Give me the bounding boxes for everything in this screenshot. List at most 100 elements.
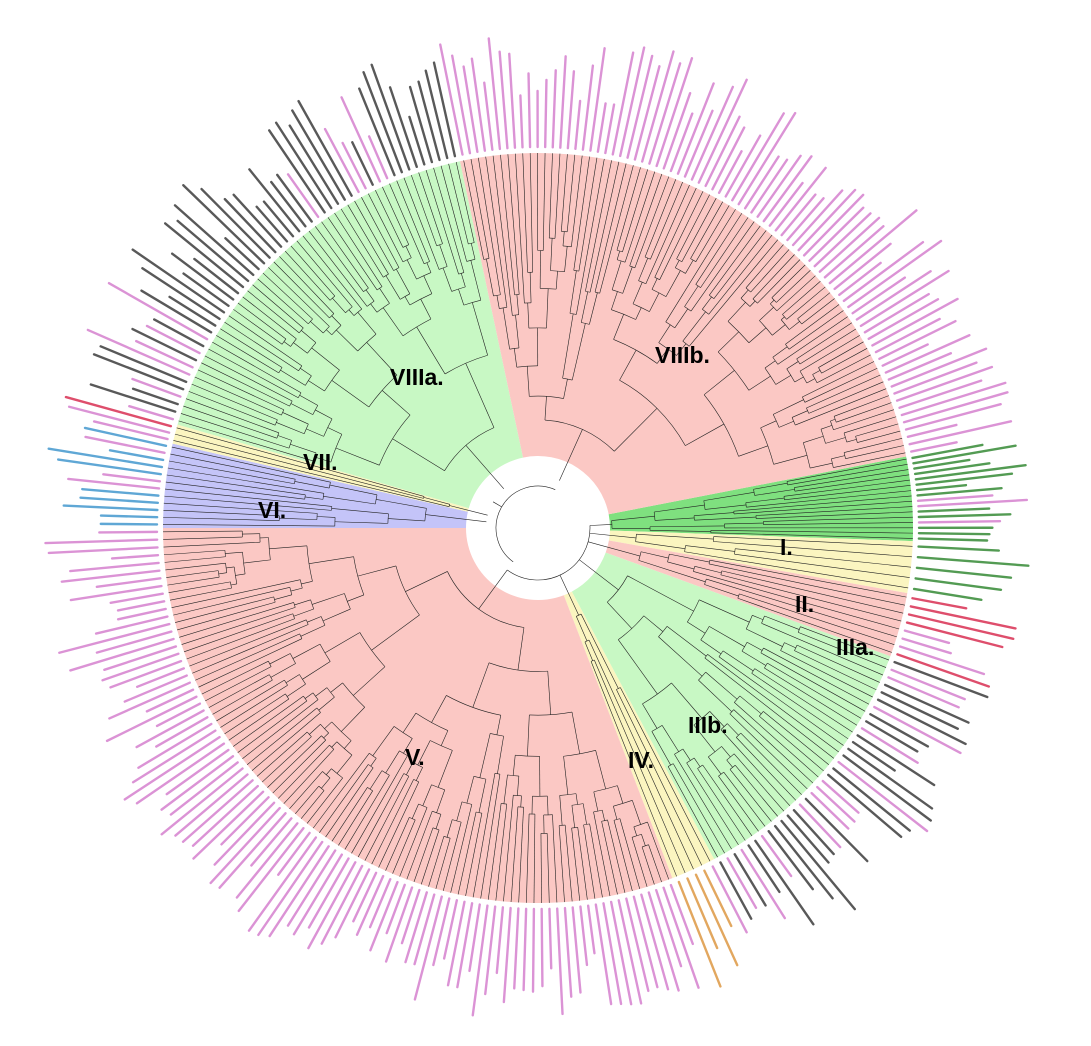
tip-label-mark <box>662 886 700 989</box>
tip-label-mark <box>145 324 201 355</box>
tip-label-mark <box>413 895 443 1001</box>
tip-label-mark <box>832 767 911 832</box>
tip-label-mark <box>334 868 371 939</box>
tree-branch <box>617 785 624 804</box>
tree-branch <box>269 653 291 665</box>
tree-branch <box>685 545 735 552</box>
tip-label-mark <box>270 180 307 228</box>
clade-labels: I. II. IIIa. IIIb. IV. V. VI. VII. VIIIa… <box>258 342 874 773</box>
tree-branch <box>163 502 318 514</box>
tip-label-mark <box>703 869 733 928</box>
tip-label-mark <box>855 270 932 321</box>
tip-label-mark <box>913 462 991 476</box>
tip-label-mark <box>250 817 293 867</box>
tree-branch <box>616 250 621 260</box>
tip-label-mark <box>556 907 564 1016</box>
tree-branch <box>593 809 603 813</box>
tree-branch <box>644 256 651 260</box>
tip-label-mark <box>827 773 903 839</box>
tip-label-mark <box>446 900 466 987</box>
tree-branch <box>783 479 910 497</box>
tree-branch <box>720 723 728 730</box>
tree-branch <box>784 642 796 649</box>
tree-branch <box>688 239 779 347</box>
tree-branch <box>289 771 323 810</box>
tree-branch <box>370 758 377 767</box>
tree-branch <box>308 380 325 392</box>
tree-branch <box>425 514 487 523</box>
tree-branch <box>613 818 621 821</box>
tree-branch <box>164 488 332 507</box>
tree-branch <box>164 556 226 563</box>
tree-branch <box>290 653 296 664</box>
tip-label-mark <box>917 498 1029 508</box>
tree-branch <box>754 489 795 496</box>
tip-label-mark <box>135 742 226 805</box>
tip-label-mark <box>648 62 682 165</box>
tree-branch <box>331 787 368 842</box>
tip-label-mark <box>257 840 324 937</box>
tree-branch <box>622 169 648 252</box>
tree-branch <box>720 729 791 806</box>
tree-branch <box>431 695 447 723</box>
tree-branch <box>559 824 566 826</box>
tree-branch <box>589 292 598 325</box>
tip-label-mark <box>750 158 789 214</box>
tip-label-mark <box>876 698 967 746</box>
tip-label-mark <box>586 904 596 955</box>
tree-branch <box>707 654 839 753</box>
tip-label-mark <box>498 50 509 150</box>
tree-branch <box>312 593 345 605</box>
tip-label-mark <box>274 121 333 210</box>
tip-label-mark <box>483 81 494 151</box>
tree-branch <box>785 304 840 345</box>
tree-branch <box>729 769 772 822</box>
tree-branch <box>507 525 591 581</box>
tree-branch <box>619 349 637 381</box>
tree-branch <box>624 171 656 263</box>
tree-branch <box>420 829 440 885</box>
tree-branch <box>787 463 908 486</box>
tree-branch <box>687 621 706 634</box>
tree-branch <box>331 721 352 741</box>
tree-branch <box>439 244 448 267</box>
tree-branch <box>306 428 324 437</box>
tree-branch <box>501 803 507 805</box>
tree-branch <box>584 639 590 643</box>
tip-label-mark <box>193 257 240 295</box>
tree-branch <box>635 541 686 549</box>
tip-label-mark <box>916 556 1030 567</box>
tree-branch <box>205 666 272 702</box>
tree-branch <box>613 800 633 807</box>
tree-branch <box>344 775 390 850</box>
tree-branch <box>276 432 280 439</box>
tip-label-mark <box>98 530 159 534</box>
tree-branch <box>304 496 324 500</box>
clade-label-V: V. <box>405 744 425 770</box>
tree-branch <box>709 225 761 296</box>
tree-branch <box>404 296 411 306</box>
tree-branch <box>618 639 658 695</box>
tree-branch <box>485 156 508 308</box>
tip-label-mark <box>367 135 389 180</box>
tree-branch <box>413 827 434 883</box>
tree-branch <box>329 313 335 319</box>
tree-branch <box>846 439 857 443</box>
tree-branch <box>780 316 785 320</box>
tree-branch <box>470 243 476 260</box>
tip-label-mark <box>662 91 692 170</box>
tree-branch <box>252 284 304 329</box>
tree-branch <box>818 367 822 374</box>
tree-branch <box>225 551 243 554</box>
tip-label-mark <box>863 292 930 334</box>
tree-branch <box>327 427 342 435</box>
tree-branch <box>378 781 420 868</box>
tip-label-mark <box>669 112 694 173</box>
tree-branch <box>290 587 303 592</box>
tree-branch <box>739 593 895 645</box>
tree-branch <box>447 571 525 628</box>
tree-branch <box>455 161 475 243</box>
tree-branch <box>571 827 578 829</box>
tree-branch <box>580 291 589 323</box>
tree-branch <box>796 358 801 365</box>
